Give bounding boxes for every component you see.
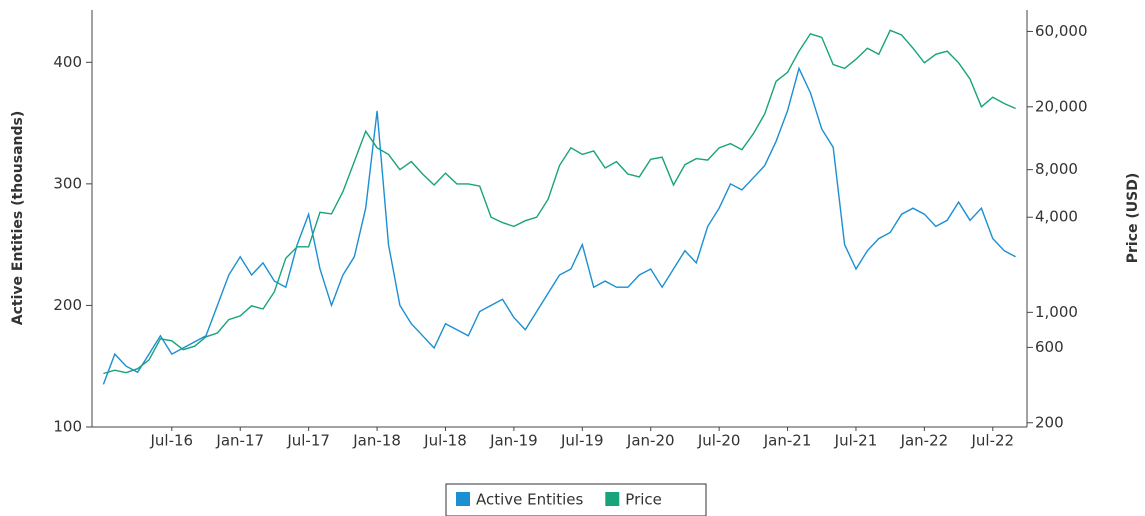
y-tick-label: 200: [53, 296, 82, 314]
legend-box: [445, 483, 707, 516]
y-axis-title: Active Entities (thousands): [10, 111, 26, 325]
legend-label: Price: [625, 491, 662, 509]
x-tick-label: Jul-16: [150, 432, 194, 450]
y2-axis-title: Price (USD): [1125, 173, 1141, 264]
y2-tick-label: 200: [1035, 413, 1064, 431]
x-tick-label: Jan-21: [763, 432, 812, 450]
x-tick-label: Jul-19: [560, 432, 604, 450]
x-tick-label: Jul-22: [970, 432, 1014, 450]
x-tick-label: Jan-17: [215, 432, 264, 450]
legend-label: Active Entities: [476, 491, 583, 509]
x-tick-label: Jan-19: [489, 432, 538, 450]
x-tick-label: Jul-18: [423, 432, 467, 450]
x-tick-label: Jul-21: [834, 432, 878, 450]
x-tick-label: Jan-20: [626, 432, 675, 450]
series-line: [103, 29, 1016, 375]
y2-tick-label: 20,000: [1035, 97, 1088, 115]
x-tick-label: Jan-22: [900, 432, 949, 450]
y2-tick-label: 60,000: [1035, 22, 1088, 40]
series-line: [102, 66, 1016, 385]
x-tick-label: Jul-20: [697, 432, 741, 450]
y-tick-label: 300: [53, 174, 82, 192]
y2-tick-label: 4,000: [1035, 208, 1078, 226]
y2-tick-label: 8,000: [1035, 160, 1078, 178]
y2-tick-label: 1,000: [1035, 303, 1078, 321]
legend-swatch: [605, 492, 620, 506]
x-tick-label: Jan-18: [352, 432, 401, 450]
legend-swatch: [456, 492, 470, 506]
y-tick-label: 100: [53, 418, 82, 436]
y-tick-label: 400: [53, 53, 82, 71]
x-tick-label: Jul-17: [286, 432, 330, 450]
y2-tick-label: 600: [1035, 338, 1064, 356]
